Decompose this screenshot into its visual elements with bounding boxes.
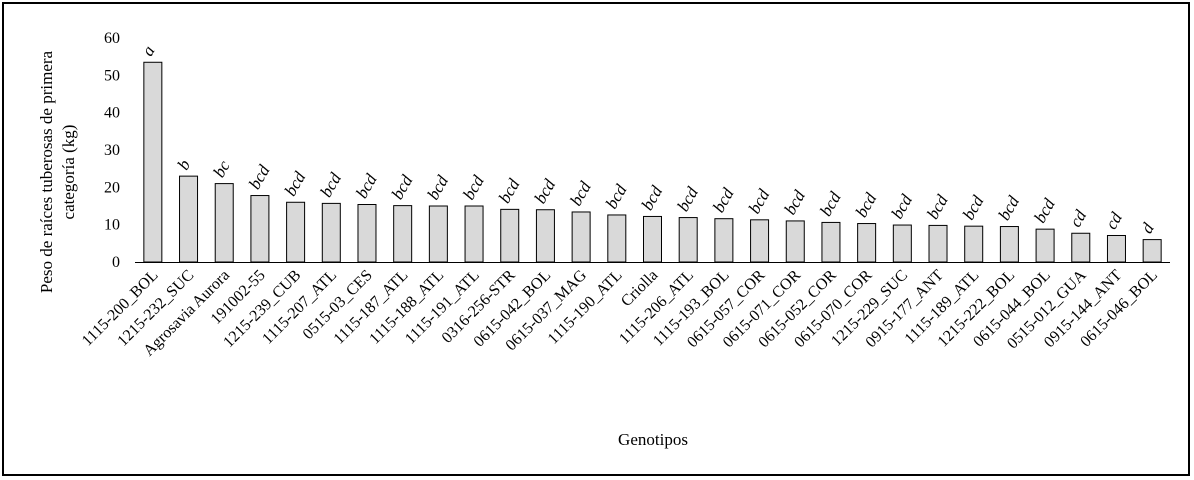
y-tick-label: 60 <box>104 30 120 47</box>
y-tick-label: 50 <box>104 67 120 84</box>
bar <box>214 183 234 263</box>
significance-letter: bcd <box>994 192 1023 223</box>
y-tick-label: 20 <box>104 179 120 196</box>
significance-letter: cd <box>1101 209 1126 233</box>
significance-letter: bcd <box>602 181 631 212</box>
y-axis-title-line-2: categoría (kg) <box>59 125 78 220</box>
bar <box>1035 228 1055 263</box>
significance-letter: bcd <box>566 178 595 209</box>
bar <box>1106 234 1126 263</box>
significance-letter: bcd <box>852 189 881 220</box>
significance-letter: bcd <box>816 188 845 219</box>
significance-letter: bcd <box>959 192 988 223</box>
significance-letter: cd <box>1066 206 1091 230</box>
significance-letter: bcd <box>780 187 809 218</box>
bar <box>179 175 199 263</box>
significance-letter: bc <box>209 157 234 181</box>
significance-letter: bcd <box>388 171 417 202</box>
bar <box>785 220 805 263</box>
bars <box>143 61 1162 263</box>
y-axis-title-line-1: Peso de raíces tuberosas de primera <box>37 50 56 293</box>
significance-letter: a <box>138 42 159 59</box>
significance-letter: bcd <box>923 191 952 222</box>
y-tick-label: 10 <box>104 217 120 234</box>
y-tick-label: 40 <box>104 105 120 122</box>
significance-letter: bcd <box>245 161 274 192</box>
bar <box>821 221 841 263</box>
bar <box>643 215 662 263</box>
significance-letter: bcd <box>709 185 738 216</box>
bar <box>464 205 484 263</box>
y-tick-label: 0 <box>112 254 120 271</box>
bar <box>571 211 591 263</box>
significance-letter: bcd <box>495 175 524 206</box>
bar <box>750 219 770 263</box>
bar <box>892 224 912 263</box>
significance-letter: bcd <box>459 172 488 203</box>
bar <box>357 204 377 263</box>
bar <box>1142 239 1162 263</box>
bar <box>964 225 984 263</box>
significance-letter: bcd <box>423 172 452 203</box>
bar <box>286 201 306 263</box>
significance-letter: bcd <box>887 191 916 222</box>
significance-letter: b <box>174 156 195 173</box>
significance-letter: bcd <box>745 186 774 217</box>
significance-letter: bcd <box>352 170 381 201</box>
bar <box>428 205 448 263</box>
y-tick-label: 30 <box>104 142 120 159</box>
y-axis-title: Peso de raíces tuberosas de primera cate… <box>37 50 78 293</box>
bar <box>393 205 413 263</box>
bar <box>1071 232 1091 263</box>
bar <box>143 61 163 263</box>
bar <box>250 195 270 263</box>
bar <box>999 226 1019 263</box>
bar <box>500 208 520 263</box>
bar <box>678 217 698 263</box>
bar <box>714 218 734 263</box>
significance-letter: bcd <box>530 176 559 207</box>
significance-letter: bcd <box>281 168 310 199</box>
bar <box>607 214 627 263</box>
bar <box>857 223 877 263</box>
bar <box>321 202 341 263</box>
significance-letter: bcd <box>673 183 702 214</box>
x-axis-title: Genotipos <box>618 430 688 449</box>
significance-letter: bcd <box>1030 195 1059 226</box>
bar <box>928 224 948 263</box>
significance-letter: bcd <box>316 169 345 200</box>
bar <box>535 209 555 263</box>
significance-letter: bcd <box>638 182 667 213</box>
y-axis-ticks: 0 10 20 30 40 50 60 <box>104 30 120 271</box>
significance-letter: d <box>1137 219 1158 236</box>
